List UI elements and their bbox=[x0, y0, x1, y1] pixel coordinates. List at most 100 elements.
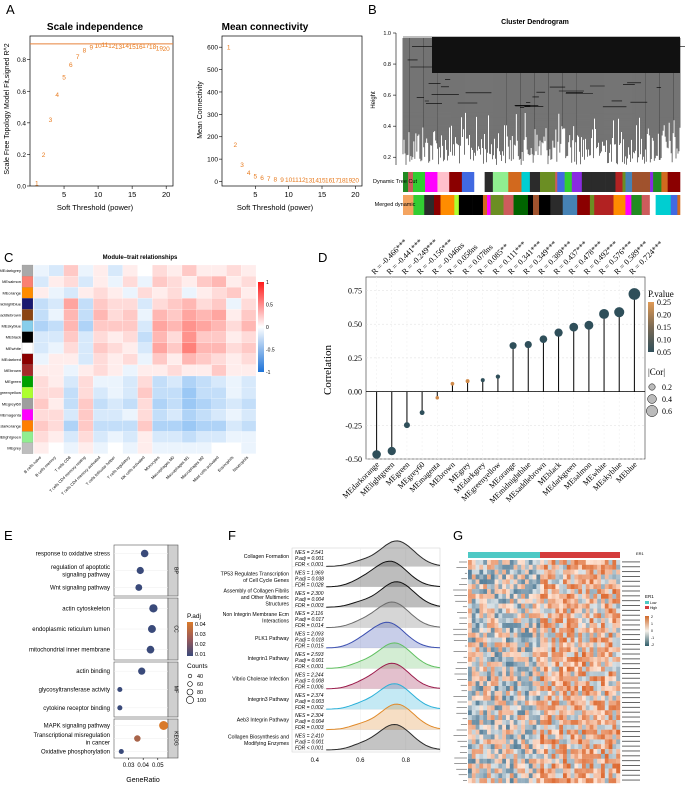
heatmap-cell bbox=[468, 647, 472, 653]
heatmap-cell bbox=[589, 608, 594, 614]
heatmap-cell bbox=[506, 627, 510, 633]
heatmap-cell bbox=[582, 700, 586, 706]
term-label: glycosyltransferase activity bbox=[39, 688, 110, 694]
heatmap-cell bbox=[471, 710, 476, 716]
heatmap-cell bbox=[536, 720, 541, 725]
heatmap-cell bbox=[506, 744, 510, 750]
module-label: MEwhite bbox=[6, 346, 22, 351]
heatmap-cell bbox=[521, 729, 526, 735]
ridge-line bbox=[326, 703, 441, 731]
dynamic-tree-cut-label: Dynamic Tree Cut bbox=[373, 179, 417, 185]
heatmap-cell bbox=[494, 729, 499, 735]
heatmap-cell bbox=[593, 574, 598, 580]
heatmap-cell bbox=[540, 647, 545, 653]
heatmap-cell bbox=[547, 739, 552, 745]
heatmap-cell bbox=[93, 387, 109, 399]
heatmap-cell bbox=[578, 661, 583, 667]
heatmap-cell bbox=[525, 560, 529, 565]
heatmap-cell bbox=[498, 579, 503, 585]
heatmap-cell bbox=[487, 579, 491, 585]
x-tick-label: 5 bbox=[253, 190, 257, 199]
heatmap-cell bbox=[513, 720, 518, 725]
heatmap-cell bbox=[494, 603, 499, 609]
heatmap-cell bbox=[570, 744, 575, 750]
heatmap-cell bbox=[513, 647, 518, 653]
heatmap-cell bbox=[551, 579, 556, 585]
heatmap-cell bbox=[152, 431, 168, 443]
heatmap-cell bbox=[525, 618, 529, 624]
heatmap-cell bbox=[570, 569, 575, 575]
heatmap-cell bbox=[532, 661, 537, 667]
heatmap-cell bbox=[616, 734, 621, 740]
heatmap-cell bbox=[536, 753, 541, 759]
heatmap-cell bbox=[506, 569, 510, 575]
heatmap-cell bbox=[574, 589, 579, 595]
heatmap-cell bbox=[525, 753, 529, 759]
lollipop-point bbox=[450, 381, 455, 386]
heatmap-cell bbox=[578, 637, 583, 643]
heatmap-cell bbox=[601, 734, 605, 740]
heatmap-cell bbox=[502, 627, 507, 633]
heatmap-cell bbox=[532, 744, 537, 750]
heatmap-cell bbox=[502, 768, 507, 774]
heatmap-cell bbox=[570, 661, 575, 667]
heatmap-cell bbox=[536, 715, 541, 721]
heatmap-cell bbox=[479, 739, 484, 745]
heatmap-cell bbox=[521, 564, 526, 570]
fdr-value: FDR = 0.002 bbox=[295, 705, 324, 711]
heatmap-cell bbox=[616, 739, 621, 745]
ridge-fill bbox=[326, 540, 440, 567]
heatmap-cell bbox=[475, 695, 480, 701]
heatmap-cell bbox=[528, 686, 533, 691]
heatmap-cell bbox=[48, 331, 64, 343]
heatmap-cell bbox=[479, 749, 484, 755]
heatmap-cell bbox=[509, 560, 514, 565]
merged-dynamic-segment bbox=[487, 195, 491, 215]
gene-name-placeholder bbox=[622, 692, 640, 694]
heatmap-cell bbox=[521, 715, 526, 721]
heatmap-cell bbox=[551, 642, 556, 648]
module-label: MEdarkorange bbox=[0, 423, 22, 428]
heatmap-cell bbox=[167, 353, 183, 365]
count-tick-label: 80 bbox=[197, 690, 203, 696]
lollipop-point bbox=[465, 379, 470, 384]
heatmap-cell bbox=[574, 671, 579, 677]
heatmap-cell bbox=[597, 569, 602, 575]
merged-dynamic-segment bbox=[403, 195, 414, 215]
heatmap-cell bbox=[604, 666, 609, 672]
heatmap-cell bbox=[536, 618, 541, 624]
heatmap-cell bbox=[475, 763, 480, 769]
heatmap-cell bbox=[479, 686, 484, 691]
heatmap-cell bbox=[152, 409, 168, 421]
heatmap-cell bbox=[547, 647, 552, 653]
heatmap-cell bbox=[544, 739, 548, 745]
heatmap-cell bbox=[528, 657, 533, 662]
nes-value: NES = 2.093 bbox=[295, 632, 324, 638]
heatmap-cell bbox=[551, 705, 556, 711]
heatmap-cell bbox=[547, 700, 552, 706]
legend-high-swatch bbox=[645, 606, 649, 609]
heatmap-cell bbox=[475, 627, 480, 633]
heatmap-cell bbox=[585, 593, 590, 599]
heatmap-cell bbox=[211, 353, 227, 365]
heatmap-cell bbox=[604, 710, 609, 716]
heatmap-cell bbox=[612, 618, 617, 624]
heatmap-cell bbox=[525, 681, 529, 687]
heatmap-cell bbox=[547, 768, 552, 774]
heatmap-cell bbox=[196, 342, 212, 354]
merged-dynamic-segment bbox=[589, 195, 595, 215]
heatmap-cell bbox=[551, 623, 556, 628]
heatmap-cell bbox=[525, 666, 529, 672]
heatmap-cell bbox=[196, 431, 212, 443]
heatmap-cell bbox=[589, 778, 594, 784]
heatmap-cell bbox=[593, 593, 598, 599]
heatmap-cell bbox=[475, 608, 480, 614]
heatmap-cell bbox=[544, 778, 548, 784]
plot-frame bbox=[221, 35, 363, 187]
heatmap-cell bbox=[167, 276, 183, 288]
heatmap-cell bbox=[48, 276, 64, 288]
heatmap-cell bbox=[226, 442, 242, 454]
heatmap-cell bbox=[540, 778, 545, 784]
heatmap-cell bbox=[48, 431, 64, 443]
